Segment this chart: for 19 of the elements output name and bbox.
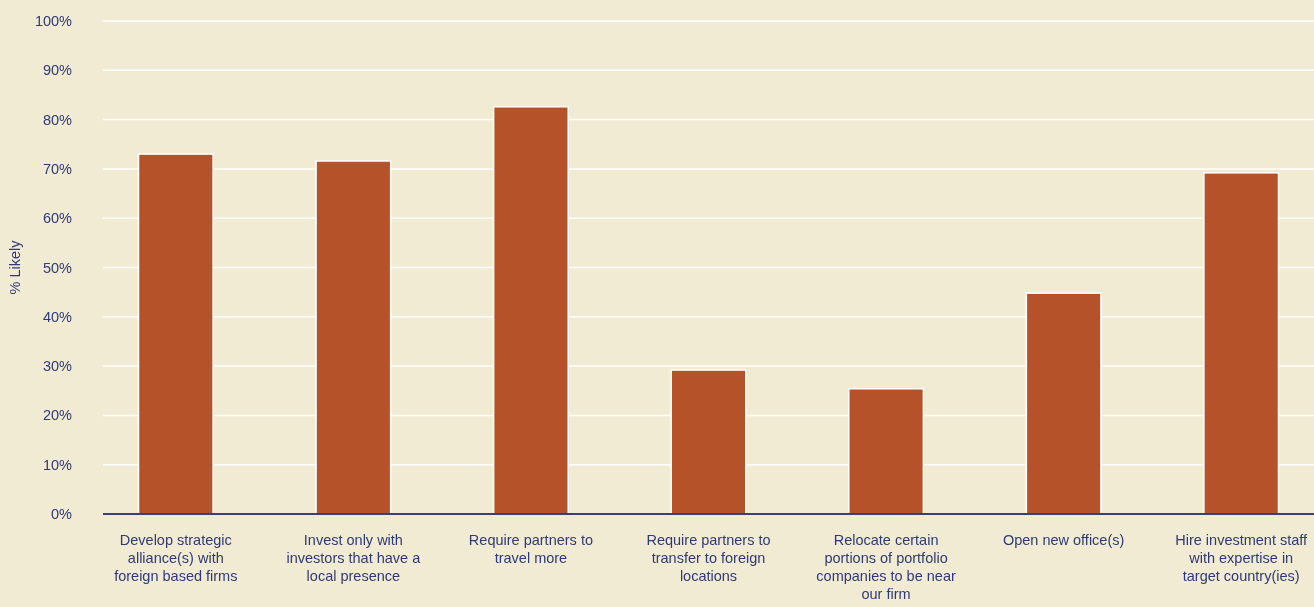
y-tick-label: 100%	[34, 13, 73, 30]
x-tick-label: Require partners to transfer to foreign locations	[646, 532, 771, 584]
x-tick-label: Relocate certain portions of portfolio companies to be near our firm	[816, 532, 956, 602]
y-axis-title: % Likely	[7, 239, 23, 295]
y-tick-label: 90%	[42, 62, 73, 79]
x-tick-label: Open new office(s)	[1002, 532, 1125, 548]
x-tick-label: Develop strategic alliance(s) with foreign based firms	[114, 532, 238, 584]
x-tick-label: Require partners to travel more	[468, 532, 593, 566]
y-tick-label: 70%	[42, 160, 73, 177]
y-tick-label: 20%	[42, 407, 73, 424]
y-tick-label: 0%	[51, 506, 73, 523]
x-tick-label: Invest only with investors that have a local presence	[286, 532, 422, 584]
y-tick-label: 40%	[42, 308, 73, 325]
y-tick-label: 10%	[42, 456, 73, 473]
x-tick-label: Hire investment staff with expertise in target country(ies)	[1175, 532, 1309, 584]
y-tick-label: 60%	[42, 210, 73, 227]
y-tick-label: 30%	[42, 358, 73, 375]
y-tick-label: 80%	[42, 111, 73, 128]
y-tick-label: 50%	[42, 259, 73, 276]
